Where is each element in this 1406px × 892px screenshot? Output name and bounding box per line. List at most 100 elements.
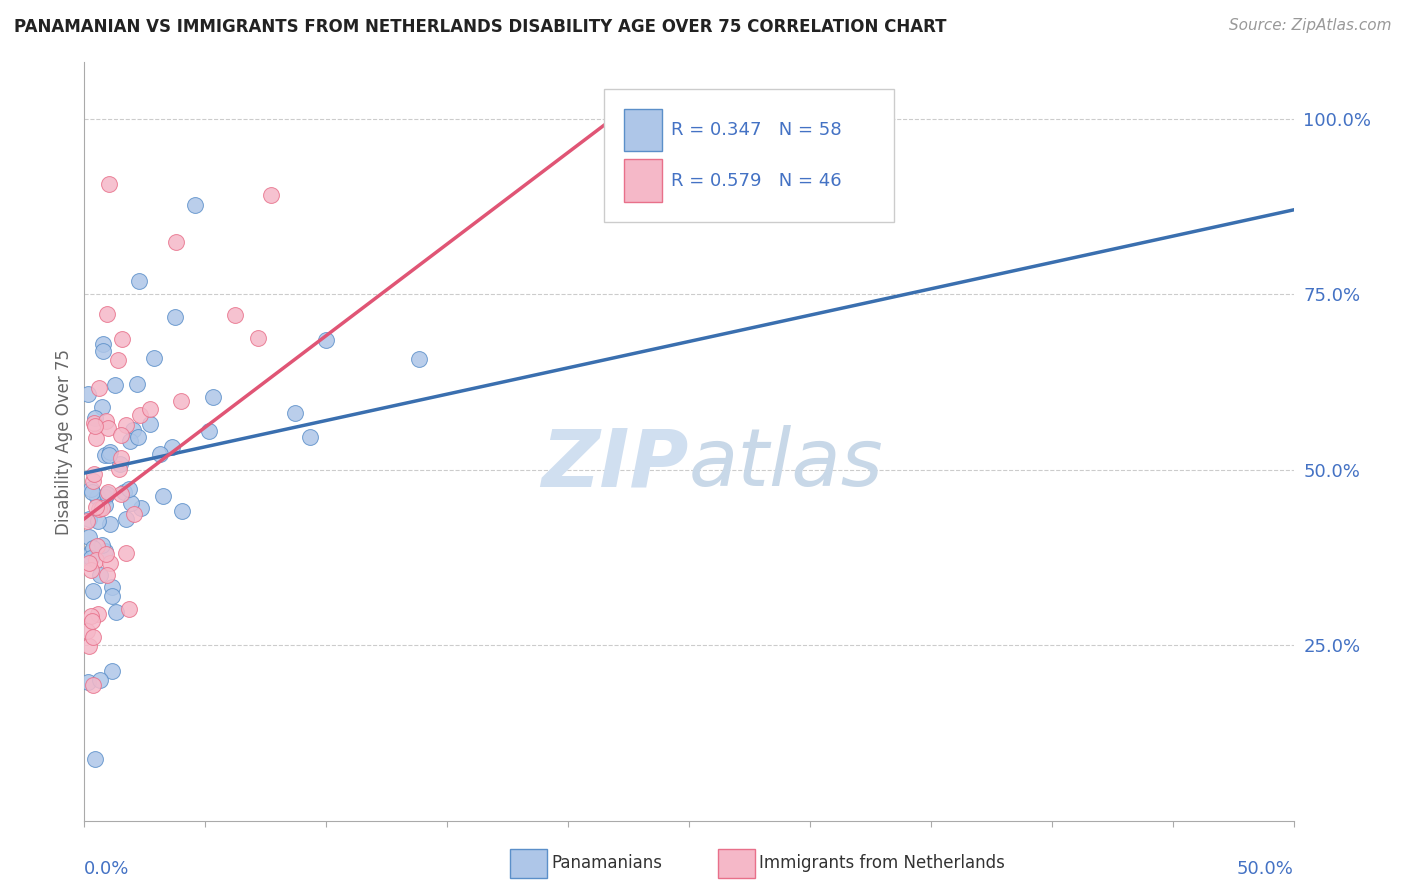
Point bbox=[80, 484, 103, 499]
Point bbox=[80, 483, 103, 497]
Point bbox=[110, 451, 132, 466]
Point bbox=[184, 198, 207, 212]
Point bbox=[91, 336, 114, 351]
Point bbox=[83, 411, 105, 425]
Point bbox=[98, 448, 121, 462]
Point bbox=[120, 434, 142, 449]
Point bbox=[77, 556, 100, 570]
Point bbox=[120, 496, 142, 510]
Point bbox=[91, 538, 114, 552]
Text: atlas: atlas bbox=[689, 425, 884, 503]
Point bbox=[98, 516, 121, 531]
Point bbox=[111, 332, 134, 346]
Point bbox=[104, 605, 127, 619]
Point bbox=[96, 567, 118, 582]
Point bbox=[82, 678, 104, 692]
Point bbox=[91, 400, 114, 414]
Point bbox=[110, 428, 132, 442]
Point bbox=[96, 487, 118, 501]
Point bbox=[82, 630, 104, 644]
Point bbox=[83, 416, 105, 430]
Point bbox=[298, 430, 321, 444]
Point bbox=[104, 377, 127, 392]
Point bbox=[94, 448, 117, 462]
Point bbox=[127, 430, 149, 444]
Text: ZIP: ZIP bbox=[541, 425, 689, 503]
Point bbox=[128, 274, 150, 288]
FancyBboxPatch shape bbox=[624, 160, 662, 202]
Point bbox=[98, 445, 121, 459]
Text: PANAMANIAN VS IMMIGRANTS FROM NETHERLANDS DISABILITY AGE OVER 75 CORRELATION CHA: PANAMANIAN VS IMMIGRANTS FROM NETHERLAND… bbox=[14, 18, 946, 36]
Point bbox=[94, 544, 117, 558]
Point bbox=[86, 431, 108, 445]
Point bbox=[94, 548, 117, 562]
FancyBboxPatch shape bbox=[605, 89, 894, 221]
Point bbox=[96, 307, 118, 321]
Point bbox=[76, 514, 98, 528]
Point bbox=[315, 333, 337, 347]
Point bbox=[80, 608, 103, 623]
Point bbox=[139, 417, 162, 431]
Point bbox=[98, 556, 121, 570]
Point bbox=[97, 485, 120, 500]
Point bbox=[89, 381, 111, 395]
Point bbox=[139, 401, 162, 416]
Point bbox=[224, 308, 246, 322]
Text: 50.0%: 50.0% bbox=[1237, 860, 1294, 878]
Point bbox=[80, 563, 103, 577]
Point bbox=[100, 589, 122, 603]
Point bbox=[76, 675, 98, 690]
Point bbox=[122, 507, 145, 521]
Point bbox=[114, 511, 136, 525]
Point bbox=[86, 514, 108, 528]
Point bbox=[260, 188, 283, 202]
Point bbox=[170, 504, 193, 518]
Point bbox=[84, 500, 107, 514]
Point bbox=[89, 673, 111, 688]
Y-axis label: Disability Age Over 75: Disability Age Over 75 bbox=[55, 349, 73, 534]
Point bbox=[112, 484, 135, 499]
Point bbox=[82, 475, 104, 489]
Point bbox=[82, 584, 104, 599]
Point bbox=[165, 235, 187, 250]
Text: Immigrants from Netherlands: Immigrants from Netherlands bbox=[759, 855, 1005, 872]
Point bbox=[84, 752, 107, 766]
Point bbox=[107, 462, 129, 476]
Point bbox=[80, 544, 103, 558]
FancyBboxPatch shape bbox=[624, 109, 662, 151]
Point bbox=[284, 406, 307, 420]
Point bbox=[83, 418, 105, 433]
Point bbox=[110, 487, 132, 501]
Point bbox=[127, 376, 149, 391]
Point bbox=[118, 602, 141, 616]
Point bbox=[83, 467, 105, 482]
Point bbox=[89, 568, 111, 582]
Point bbox=[108, 458, 131, 472]
Point bbox=[76, 624, 98, 639]
Point bbox=[97, 421, 120, 435]
Point bbox=[77, 531, 100, 545]
Point bbox=[165, 310, 187, 324]
Point bbox=[152, 489, 174, 503]
Point bbox=[84, 553, 107, 567]
Point bbox=[82, 615, 104, 629]
Point bbox=[121, 423, 143, 437]
Point bbox=[107, 352, 129, 367]
Point bbox=[170, 393, 193, 408]
Point bbox=[86, 607, 108, 622]
Point bbox=[198, 424, 221, 438]
Point bbox=[149, 447, 172, 461]
Text: R = 0.579   N = 46: R = 0.579 N = 46 bbox=[671, 172, 841, 190]
Point bbox=[100, 580, 122, 594]
Point bbox=[118, 483, 141, 497]
Point bbox=[91, 344, 114, 359]
Point bbox=[86, 490, 108, 504]
Point bbox=[115, 417, 138, 432]
Point bbox=[77, 387, 100, 401]
Text: Source: ZipAtlas.com: Source: ZipAtlas.com bbox=[1229, 18, 1392, 33]
Point bbox=[82, 541, 104, 555]
Point bbox=[247, 331, 270, 345]
Point bbox=[98, 177, 121, 191]
Point bbox=[142, 351, 165, 366]
Point bbox=[101, 664, 124, 678]
